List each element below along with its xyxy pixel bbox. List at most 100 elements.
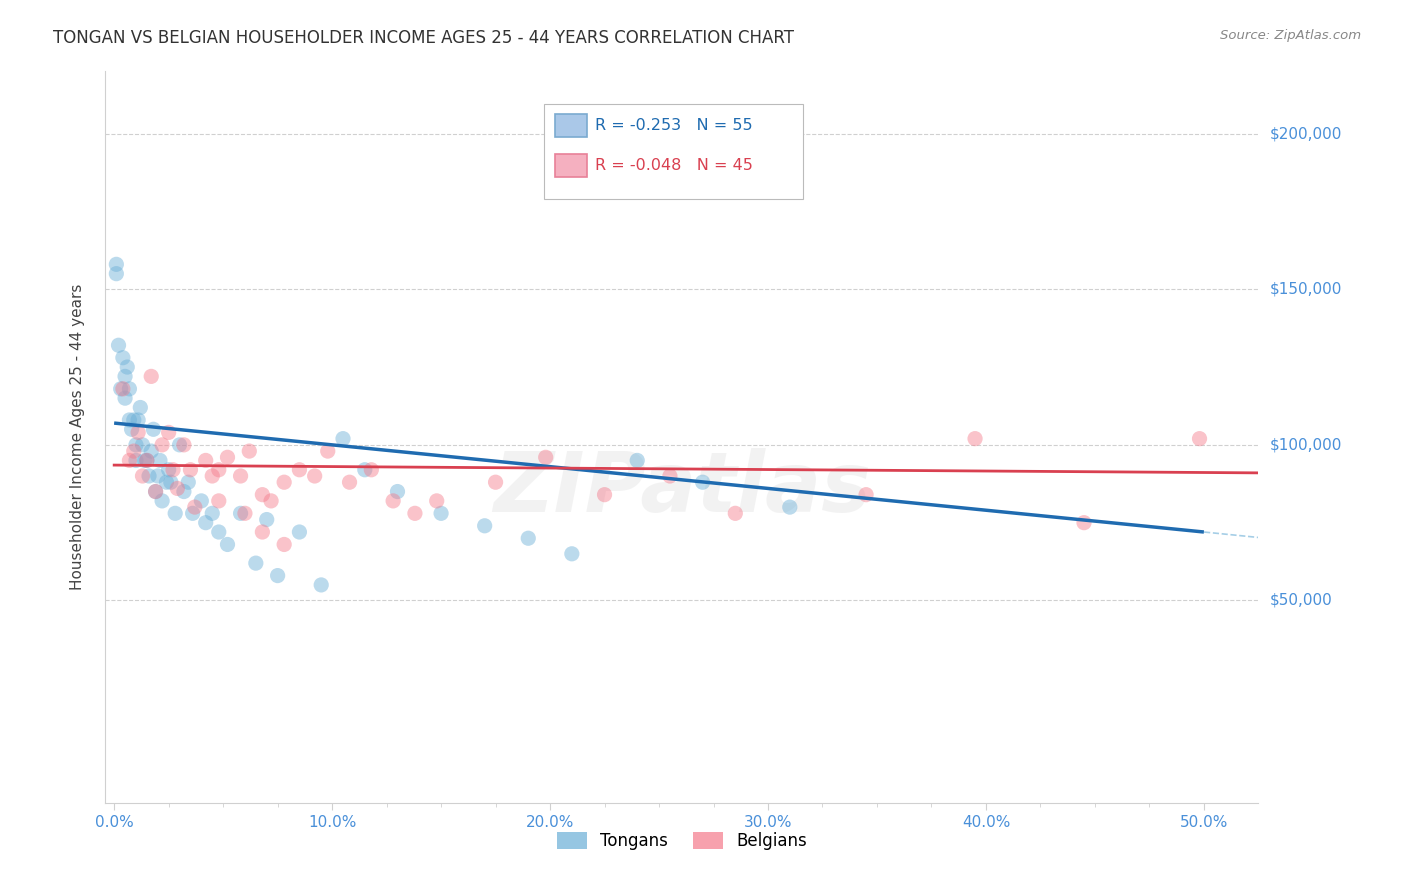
Point bbox=[484, 475, 506, 490]
Point bbox=[426, 494, 449, 508]
Point bbox=[626, 453, 648, 467]
Point bbox=[353, 463, 375, 477]
Point bbox=[181, 506, 204, 520]
Text: $200,000: $200,000 bbox=[1270, 126, 1341, 141]
Point bbox=[252, 524, 274, 539]
Point bbox=[129, 401, 152, 415]
Bar bbox=[555, 154, 588, 178]
Point bbox=[131, 438, 153, 452]
Point bbox=[127, 425, 149, 440]
Point bbox=[105, 267, 128, 281]
Point bbox=[162, 463, 184, 477]
Text: $150,000: $150,000 bbox=[1270, 282, 1341, 297]
Point bbox=[127, 413, 149, 427]
Point bbox=[692, 475, 714, 490]
Point bbox=[260, 494, 283, 508]
Point bbox=[111, 351, 134, 365]
Point bbox=[155, 475, 177, 490]
Point bbox=[125, 438, 148, 452]
Text: R = -0.048   N = 45: R = -0.048 N = 45 bbox=[596, 158, 754, 173]
Point bbox=[150, 494, 173, 508]
Point bbox=[114, 369, 136, 384]
Point bbox=[534, 450, 557, 465]
Point bbox=[288, 463, 311, 477]
Point bbox=[208, 494, 231, 508]
Point bbox=[430, 506, 453, 520]
Point bbox=[238, 444, 260, 458]
Point bbox=[134, 453, 156, 467]
Point bbox=[194, 516, 217, 530]
Point bbox=[125, 453, 148, 467]
Point bbox=[118, 413, 141, 427]
Point bbox=[217, 537, 239, 551]
Point bbox=[110, 382, 132, 396]
Point bbox=[229, 469, 252, 483]
Point bbox=[138, 469, 160, 483]
Point bbox=[165, 506, 187, 520]
Text: ZIPatlas: ZIPatlas bbox=[494, 448, 870, 529]
Point bbox=[1073, 516, 1095, 530]
Text: TONGAN VS BELGIAN HOUSEHOLDER INCOME AGES 25 - 44 YEARS CORRELATION CHART: TONGAN VS BELGIAN HOUSEHOLDER INCOME AGE… bbox=[53, 29, 794, 46]
Point bbox=[332, 432, 354, 446]
Point bbox=[474, 518, 496, 533]
Point bbox=[169, 438, 191, 452]
Point bbox=[201, 506, 224, 520]
Point bbox=[855, 488, 877, 502]
Text: R = -0.253   N = 55: R = -0.253 N = 55 bbox=[596, 118, 754, 133]
Legend: Tongans, Belgians: Tongans, Belgians bbox=[550, 825, 814, 856]
Point bbox=[173, 484, 195, 499]
Point bbox=[135, 453, 157, 467]
Point bbox=[288, 524, 311, 539]
Point bbox=[382, 494, 405, 508]
Point bbox=[111, 382, 134, 396]
Point bbox=[118, 453, 141, 467]
Point bbox=[517, 531, 540, 545]
Point bbox=[150, 438, 173, 452]
Text: $50,000: $50,000 bbox=[1270, 593, 1333, 608]
Point bbox=[122, 413, 145, 427]
Point bbox=[121, 422, 143, 436]
Point bbox=[142, 422, 165, 436]
Point bbox=[387, 484, 409, 499]
Point bbox=[779, 500, 801, 515]
Point bbox=[160, 475, 183, 490]
Point bbox=[107, 338, 129, 352]
Point bbox=[184, 500, 207, 515]
FancyBboxPatch shape bbox=[544, 104, 803, 200]
Point bbox=[157, 463, 180, 477]
Point bbox=[122, 444, 145, 458]
Point bbox=[145, 484, 167, 499]
Point bbox=[194, 453, 217, 467]
Point bbox=[208, 524, 231, 539]
Point bbox=[149, 453, 172, 467]
Point bbox=[118, 382, 141, 396]
Point bbox=[256, 512, 278, 526]
Point bbox=[141, 369, 163, 384]
Point bbox=[179, 463, 201, 477]
Bar bbox=[555, 114, 588, 137]
Point bbox=[117, 359, 139, 374]
Point bbox=[141, 444, 163, 458]
Point bbox=[229, 506, 252, 520]
Point bbox=[245, 556, 267, 570]
Point bbox=[201, 469, 224, 483]
Text: $100,000: $100,000 bbox=[1270, 437, 1341, 452]
Point bbox=[360, 463, 382, 477]
Point bbox=[404, 506, 426, 520]
Point bbox=[217, 450, 239, 465]
Point bbox=[304, 469, 326, 483]
Point bbox=[252, 488, 274, 502]
Point bbox=[593, 488, 616, 502]
Point bbox=[166, 482, 188, 496]
Point bbox=[339, 475, 361, 490]
Point bbox=[233, 506, 256, 520]
Point bbox=[1188, 432, 1211, 446]
Point bbox=[114, 391, 136, 405]
Point bbox=[963, 432, 986, 446]
Point bbox=[561, 547, 583, 561]
Point bbox=[190, 494, 212, 508]
Point bbox=[173, 438, 195, 452]
Point bbox=[146, 469, 169, 483]
Point bbox=[105, 257, 128, 271]
Point bbox=[316, 444, 339, 458]
